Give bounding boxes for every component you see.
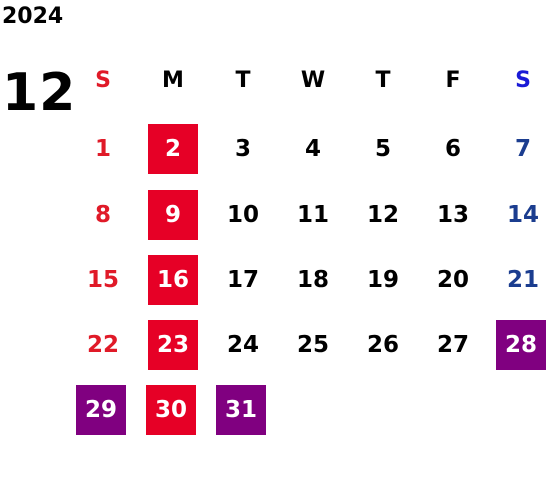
day-cell-29[interactable]: 29 [76,385,126,435]
day-cell-15[interactable]: 15 [86,267,119,293]
calendar-grid: 1 2 3 4 5 6 7 8 9 10 11 12 13 14 15 16 1… [68,124,548,444]
day-cell-9[interactable]: 9 [148,190,198,240]
day-cell-6[interactable]: 6 [444,136,461,162]
day-cell-24[interactable]: 24 [226,332,259,358]
weekday-saturday: S [515,68,531,93]
day-cell-13[interactable]: 13 [436,202,469,228]
day-cell-14[interactable]: 14 [506,202,539,228]
day-cell-10[interactable]: 10 [226,202,259,228]
year-label: 2024 [2,4,64,29]
weekday-sunday: S [95,68,111,93]
day-cell-21[interactable]: 21 [506,267,539,293]
day-cell-23[interactable]: 23 [148,320,198,370]
day-cell-8[interactable]: 8 [94,202,111,228]
day-cell-30[interactable]: 30 [146,385,196,435]
weekday-wednesday: W [300,68,326,93]
day-cell-4[interactable]: 4 [304,136,321,162]
day-cell-17[interactable]: 17 [226,267,259,293]
day-cell-25[interactable]: 25 [296,332,329,358]
day-cell-26[interactable]: 26 [366,332,399,358]
day-cell-28[interactable]: 28 [496,320,546,370]
day-cell-1[interactable]: 1 [94,136,111,162]
weekday-header-row: S M T W T F S [68,63,548,99]
day-cell-18[interactable]: 18 [296,267,329,293]
day-cell-5[interactable]: 5 [374,136,391,162]
day-cell-27[interactable]: 27 [436,332,469,358]
day-cell-7[interactable]: 7 [514,136,531,162]
weekday-tuesday: T [235,68,251,93]
day-cell-2[interactable]: 2 [148,124,198,174]
day-cell-3[interactable]: 3 [234,136,251,162]
day-cell-16[interactable]: 16 [148,255,198,305]
day-cell-31[interactable]: 31 [216,385,266,435]
weekday-friday: F [445,68,461,93]
weekday-thursday: T [375,68,391,93]
month-label: 12 [2,63,77,123]
day-cell-19[interactable]: 19 [366,267,399,293]
day-cell-12[interactable]: 12 [366,202,399,228]
day-cell-11[interactable]: 11 [296,202,329,228]
day-cell-22[interactable]: 22 [86,332,119,358]
day-cell-20[interactable]: 20 [436,267,469,293]
weekday-monday: M [162,68,184,93]
